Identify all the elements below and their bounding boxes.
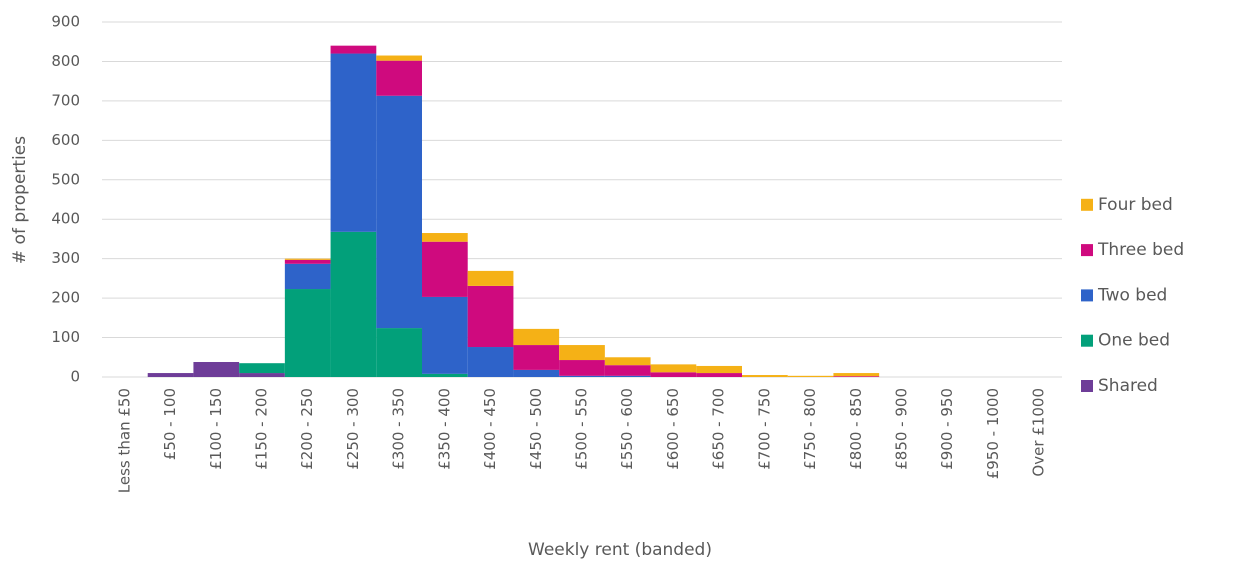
bar-segment bbox=[742, 375, 788, 377]
y-tick-label: 800 bbox=[51, 52, 80, 70]
bar-segment bbox=[513, 369, 560, 377]
bar-segment bbox=[376, 95, 422, 329]
legend-swatch bbox=[1081, 244, 1093, 257]
legend-label: Three bed bbox=[1097, 240, 1184, 260]
bar-segment bbox=[787, 375, 834, 377]
legend-swatch bbox=[1081, 198, 1093, 211]
bar-segment bbox=[513, 345, 560, 370]
bar-segment bbox=[833, 373, 880, 377]
bar-segment bbox=[239, 363, 285, 374]
bar-segment bbox=[559, 345, 605, 361]
bar-segment bbox=[193, 362, 240, 377]
x-tick-label: Over £1000 bbox=[1030, 388, 1048, 477]
legend-swatch bbox=[1081, 289, 1093, 302]
x-tick-label: £100 - 150 bbox=[207, 388, 225, 470]
bar-segment bbox=[284, 258, 331, 260]
legend-label: One bed bbox=[1098, 331, 1170, 351]
bar-segment bbox=[833, 376, 880, 377]
x-tick-label: £300 - 350 bbox=[390, 388, 408, 470]
x-tick-label: £600 - 650 bbox=[664, 388, 682, 470]
bar-segment bbox=[422, 373, 468, 377]
bar-segment bbox=[422, 233, 468, 242]
y-tick-label: 300 bbox=[51, 249, 80, 267]
x-tick-label: £200 - 250 bbox=[298, 388, 316, 470]
y-tick-label: 900 bbox=[51, 13, 80, 31]
x-tick-label: £900 - 950 bbox=[938, 388, 956, 470]
y-tick-label: 200 bbox=[51, 289, 80, 307]
x-tick-label: £400 - 450 bbox=[481, 388, 499, 470]
x-tick-label: £50 - 100 bbox=[161, 388, 179, 460]
bar-segment bbox=[467, 285, 514, 348]
bar-segment bbox=[284, 289, 331, 377]
bar-segment bbox=[467, 270, 514, 286]
bar-segment bbox=[696, 365, 742, 374]
bar-segment bbox=[330, 53, 377, 232]
legend-label: Shared bbox=[1098, 376, 1158, 396]
legend-label: Four bed bbox=[1098, 195, 1173, 215]
y-tick-label: 400 bbox=[51, 210, 80, 228]
bar-segment bbox=[422, 241, 468, 297]
y-tick-label: 100 bbox=[51, 328, 80, 346]
y-axis-label: # of properties bbox=[10, 136, 30, 264]
y-tick-label: 500 bbox=[51, 170, 80, 188]
bar-segment bbox=[604, 357, 651, 366]
bar-segment bbox=[467, 347, 514, 377]
bar-segment bbox=[422, 296, 468, 374]
y-tick-label: 0 bbox=[70, 368, 80, 386]
legend-label: Two bed bbox=[1097, 285, 1167, 305]
legend-swatch bbox=[1081, 380, 1093, 392]
bar-segment bbox=[650, 372, 697, 377]
bar-segment bbox=[284, 263, 331, 290]
bar-segment bbox=[330, 231, 377, 377]
x-tick-label: £650 - 700 bbox=[710, 388, 728, 470]
x-tick-label: £950 - 1000 bbox=[984, 388, 1002, 479]
x-tick-label: £700 - 750 bbox=[755, 388, 773, 470]
x-tick-label: £850 - 900 bbox=[893, 388, 911, 470]
x-tick-label: £250 - 300 bbox=[344, 388, 362, 470]
y-tick-label: 600 bbox=[51, 131, 80, 149]
bar-segment bbox=[376, 55, 422, 61]
bar-segment bbox=[559, 375, 605, 377]
bar-segment bbox=[376, 60, 422, 96]
x-tick-label: Less than £50 bbox=[115, 388, 133, 493]
bar-segment bbox=[330, 45, 377, 54]
bar-segment bbox=[650, 364, 697, 373]
x-axis-label: Weekly rent (banded) bbox=[528, 540, 712, 560]
bar-segment bbox=[513, 328, 560, 346]
bar-segment bbox=[376, 328, 422, 377]
bar-segment bbox=[559, 360, 605, 376]
bar-segment bbox=[284, 259, 331, 264]
bar-segment bbox=[239, 373, 285, 377]
x-tick-label: £550 - 600 bbox=[618, 388, 636, 470]
x-tick-label: £750 - 800 bbox=[801, 388, 819, 470]
bar-segment bbox=[604, 365, 651, 376]
x-tick-label: £800 - 850 bbox=[847, 388, 865, 470]
x-tick-label: £500 - 550 bbox=[573, 388, 591, 470]
x-tick-label: £150 - 200 bbox=[253, 388, 271, 470]
bar-segment bbox=[696, 373, 742, 377]
x-tick-label: £350 - 400 bbox=[435, 388, 453, 470]
bar-segment bbox=[604, 375, 651, 377]
x-tick-label: £450 - 500 bbox=[527, 388, 545, 470]
legend-swatch bbox=[1081, 334, 1093, 347]
y-tick-label: 700 bbox=[51, 91, 80, 109]
bar-segment bbox=[147, 373, 194, 377]
